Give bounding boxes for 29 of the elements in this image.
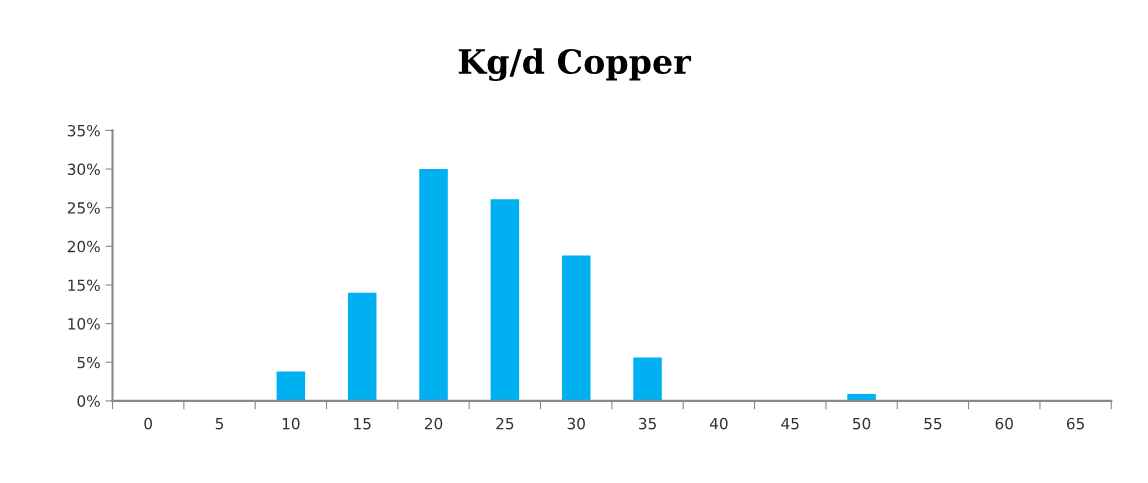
x-tick-label: 10 [282,417,300,430]
y-tick-label: 15% [68,279,100,291]
x-tick-label: 50 [853,417,871,430]
x-tick-label: 15 [354,418,371,430]
y-tick-label: 25% [67,202,100,214]
y-tick-label: 35% [67,124,100,137]
bar [633,357,662,401]
x-tick-label: 60 [995,417,1013,430]
x-tick-label: 45 [781,418,799,430]
bar [490,199,520,401]
bar [419,169,448,401]
x-tick-label: 40 [709,417,728,430]
x-tick-label: 55 [924,418,942,430]
x-tick-label: 0 [144,417,153,430]
bar [276,371,306,401]
x-tick-label: 20 [424,417,443,430]
x-tick-label: 30 [567,417,585,430]
y-tick-label: 5% [77,356,100,369]
x-tick-label: 25 [496,417,514,430]
bar [561,255,591,401]
bar [347,292,377,401]
x-tick-label: 35 [639,417,656,430]
x-tick-label: 65 [1066,417,1084,430]
x-tick-label: 5 [215,418,224,430]
y-tick-label: 20% [67,240,100,253]
y-tick-label: 0% [77,395,100,407]
y-tick-label: 10% [68,318,100,330]
y-tick-label: 30% [67,163,100,176]
chart-title: Kg/d Copper [458,48,692,82]
